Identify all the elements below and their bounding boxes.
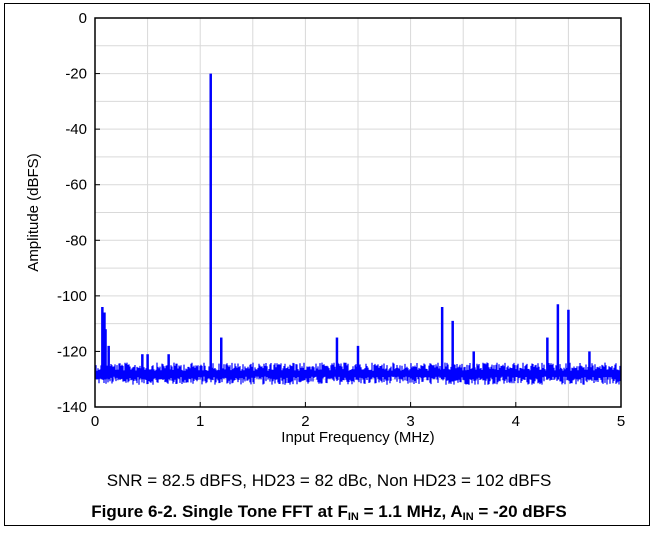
- caption-mid: = 1.1 MHz, A: [358, 502, 463, 521]
- x-tick-label: 0: [91, 413, 99, 430]
- y-tick-label: -100: [57, 288, 87, 305]
- y-tick-label: -140: [57, 399, 87, 416]
- y-tick-label: -80: [65, 232, 87, 249]
- x-tick-label: 3: [406, 413, 414, 430]
- x-tick-label: 4: [512, 413, 520, 430]
- x-tick-label: 5: [617, 413, 625, 430]
- y-tick-label: -120: [57, 343, 87, 360]
- fft-chart: 0 1 2 3 4 5 0 -20 -40 -60 -80 -100 -120 -140 Input Fr…: [25, 10, 625, 446]
- measurement-note: SNR = 82.5 dBFS, HD23 = 82 dBc, Non HD23…: [106, 471, 552, 490]
- x-tick-label: 2: [301, 413, 309, 430]
- x-tick-label: 1: [196, 413, 204, 430]
- plot-border: [94, 17, 622, 408]
- y-tick-label: -60: [65, 177, 87, 194]
- axis-ticks: 0 1 2 3 4 5 0 -20 -40 -60 -80 -100 -120 -140: [57, 10, 625, 430]
- y-tick-label: 0: [79, 10, 87, 27]
- caption-subscript-2: IN: [462, 511, 474, 523]
- y-tick-label: -20: [65, 66, 87, 83]
- fft-series: [95, 73, 621, 385]
- noise-floor: [95, 362, 621, 385]
- caption-subscript-1: IN: [347, 511, 359, 523]
- caption-prefix: Figure 6-2. Single Tone FFT at F: [91, 502, 348, 521]
- y-axis-label: Amplitude (dBFS): [25, 153, 42, 271]
- y-tick-label: -40: [65, 121, 87, 138]
- x-axis-label: Input Frequency (MHz): [281, 429, 434, 446]
- figure-caption: Figure 6-2. Single Tone FFT at FIN = 1.1…: [0, 502, 658, 523]
- caption-suffix: = -20 dBFS: [473, 502, 567, 521]
